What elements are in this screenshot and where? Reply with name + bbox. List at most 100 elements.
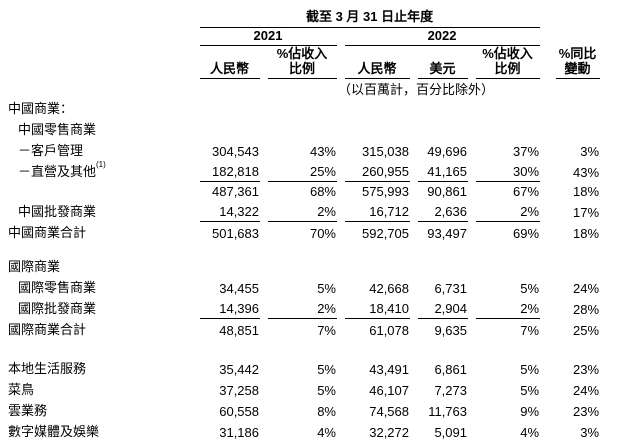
cell-rmb-2022: 315,038 [362, 144, 409, 159]
cell-pct-2022: 67% [513, 184, 540, 199]
cell-pct-2022: 2% [476, 301, 541, 319]
empty-cell [0, 6, 192, 28]
row-label: 雲業務 [0, 400, 192, 421]
cell-usd-2022: 7,273 [434, 383, 467, 398]
row-label: 中國商業合計 [0, 222, 192, 243]
units-note: （以百萬計，百分比除外） [338, 82, 495, 97]
cell-rmb-2021: 487,361 [212, 184, 259, 199]
row-label: 國際商業合計 [0, 319, 192, 340]
cell-rmb-2022: 592,705 [362, 226, 409, 241]
footnote-marker: (1) [96, 161, 106, 169]
table-row: －客戶管理 304,543 43% 315,038 49,696 37% 3% [0, 140, 600, 161]
col-header-pct-2021: %佔收入 比例 [268, 46, 337, 79]
row-label: 本地生活服務 [0, 358, 192, 379]
empty-cell [0, 79, 192, 98]
row-label-text: 中國批發商業 [18, 204, 97, 219]
cell-usd-2022: 41,165 [418, 164, 468, 182]
year-2022-header: 2022 [345, 28, 541, 46]
table-row: －直營及其他(1) 182,818 25% 260,955 41,165 30%… [0, 161, 600, 182]
cell-rmb-2022: 43,491 [369, 362, 409, 377]
row-label-text: 本地生活服務 [8, 361, 87, 376]
cell-yoy: 23% [573, 362, 600, 377]
row-label-text: －客戶管理 [18, 143, 84, 158]
cell-yoy: 3% [580, 425, 600, 440]
cell-yoy: 25% [573, 323, 600, 338]
empty-cell [192, 98, 600, 119]
cell-yoy: 23% [573, 404, 600, 419]
row-label: 國際批發商業 [0, 298, 192, 319]
cell-pct-2021: 8% [317, 404, 336, 419]
cell-pct-2022: 69% [513, 226, 540, 241]
cell-rmb-2022: 18,410 [345, 301, 410, 319]
spacer-row [0, 243, 600, 256]
cell-pct-2022: 4% [520, 425, 540, 440]
cell-usd-2022: 2,636 [418, 204, 468, 222]
table-row: 國際批發商業 14,396 2% 18,410 2,904 2% 28% [0, 298, 600, 319]
cell-pct-2022: 30% [476, 164, 541, 182]
cell-usd-2022: 5,091 [434, 425, 467, 440]
col-header-rmb-2022: 人民幣 [345, 61, 410, 79]
empty-cell [0, 28, 192, 46]
table-row: 中國零售商業 [0, 119, 600, 140]
cell-pct-2021: 68% [309, 184, 336, 199]
row-label: 中國商業： [0, 98, 192, 119]
cell-rmb-2021: 35,442 [219, 362, 259, 377]
cell-yoy: 18% [573, 226, 600, 241]
cell-rmb-2021: 48,851 [219, 323, 259, 338]
row-label: 數字媒體及娛樂 [0, 421, 192, 442]
cell-pct-2021: 5% [317, 383, 336, 398]
cell-pct-2021: 5% [317, 281, 336, 296]
row-label-text: 菜鳥 [8, 382, 35, 397]
cell-pct-2021: 5% [317, 362, 336, 377]
cell-rmb-2021: 14,322 [200, 204, 260, 222]
cell-yoy: 28% [573, 302, 600, 317]
col-header-yoy: %同比 變動 [556, 46, 601, 79]
row-label-text: 中國商業合計 [8, 225, 87, 240]
cell-rmb-2021: 14,396 [200, 301, 260, 319]
row-label-text: 國際零售商業 [18, 280, 97, 295]
spacer-row [0, 340, 600, 358]
cell-rmb-2022: 260,955 [345, 164, 410, 182]
empty-cell [540, 6, 600, 28]
row-label-text: 國際商業 [8, 259, 61, 274]
cell-pct-2022: 5% [520, 383, 540, 398]
cell-pct-2022: 37% [513, 144, 540, 159]
col-header-rmb-2021: 人民幣 [200, 61, 260, 79]
cell-yoy: 17% [573, 205, 600, 220]
cell-rmb-2021: 501,683 [212, 226, 259, 241]
cell-pct-2021: 2% [268, 204, 337, 222]
row-label-text: 數字媒體及娛樂 [8, 424, 100, 439]
col-header-pct-2022: %佔收入 比例 [476, 46, 541, 79]
row-label: －客戶管理 [0, 140, 192, 161]
cell-pct-2022: 9% [520, 404, 540, 419]
cell-usd-2022: 11,763 [428, 404, 467, 419]
row-label-text: 國際商業合計 [8, 322, 87, 337]
year-header-row: 2021 2022 [0, 28, 600, 46]
row-label: －直營及其他(1) [0, 161, 192, 182]
table-row: 菜鳥 37,258 5% 46,107 7,273 5% 24% [0, 379, 600, 400]
row-label-text: 國際批發商業 [18, 301, 97, 316]
year-2021-header: 2021 [200, 28, 337, 46]
cell-pct-2021: 43% [309, 144, 336, 159]
row-label: 菜鳥 [0, 379, 192, 400]
table-row: 中國批發商業 14,322 2% 16,712 2,636 2% 17% [0, 201, 600, 222]
cell-rmb-2022: 46,107 [369, 383, 409, 398]
period-header-row: 截至 3 月 31 日止年度 [0, 6, 600, 28]
empty-cell [0, 46, 192, 79]
cell-rmb-2022: 32,272 [369, 425, 409, 440]
cell-rmb-2022: 61,078 [369, 323, 409, 338]
table-row: 本地生活服務 35,442 5% 43,491 6,861 5% 23% [0, 358, 600, 379]
cell-yoy: 24% [573, 281, 600, 296]
units-note-row: （以百萬計，百分比除外） [0, 79, 600, 98]
table-row: 國際零售商業 34,455 5% 42,668 6,731 5% 24% [0, 277, 600, 298]
row-label [0, 182, 192, 201]
cell-yoy: 43% [573, 165, 600, 180]
cell-pct-2021: 4% [317, 425, 336, 440]
row-label-text: 中國零售商業 [18, 122, 97, 137]
cell-rmb-2021: 34,455 [219, 281, 259, 296]
column-header-row: 人民幣 %佔收入 比例 人民幣 美元 %佔收入 比例 %同比 變動 [0, 46, 601, 79]
cell-yoy: 24% [573, 383, 600, 398]
cell-pct-2021: 2% [268, 301, 337, 319]
cell-usd-2022: 9,635 [434, 323, 467, 338]
row-label-text: 中國商業： [8, 101, 74, 116]
